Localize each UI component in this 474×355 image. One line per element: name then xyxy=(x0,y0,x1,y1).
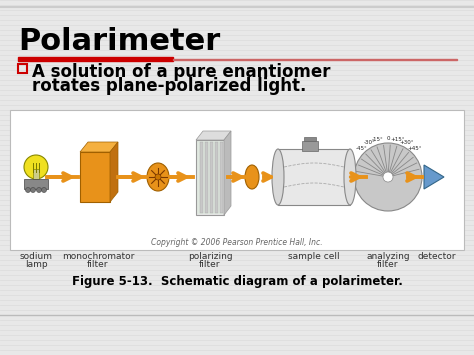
Bar xyxy=(215,142,218,213)
Polygon shape xyxy=(110,142,118,202)
Circle shape xyxy=(155,174,161,180)
Bar xyxy=(302,141,318,151)
Text: -30°: -30° xyxy=(364,140,375,145)
Text: analyzing: analyzing xyxy=(366,252,410,261)
Text: +45°: +45° xyxy=(407,146,422,151)
Text: +15°: +15° xyxy=(391,137,405,142)
Bar xyxy=(24,179,48,189)
Bar xyxy=(80,152,110,202)
Text: Polarimeter: Polarimeter xyxy=(18,27,220,56)
Bar xyxy=(173,59,457,60)
Bar xyxy=(220,142,223,213)
Text: filter: filter xyxy=(87,260,109,269)
Text: rotates plane-polarized light.: rotates plane-polarized light. xyxy=(32,77,306,95)
Bar xyxy=(18,57,173,61)
Text: A solution of a pure enantiomer: A solution of a pure enantiomer xyxy=(32,63,330,81)
Bar xyxy=(200,142,203,213)
Polygon shape xyxy=(424,165,444,189)
Text: monochromator: monochromator xyxy=(62,252,134,261)
Ellipse shape xyxy=(344,149,356,205)
Polygon shape xyxy=(196,131,231,140)
Text: lamp: lamp xyxy=(25,260,47,269)
Text: polarizing: polarizing xyxy=(188,252,232,261)
Text: detector: detector xyxy=(418,252,456,261)
Polygon shape xyxy=(224,131,231,215)
Text: 0: 0 xyxy=(386,136,390,141)
Text: Figure 5-13.  Schematic diagram of a polarimeter.: Figure 5-13. Schematic diagram of a pola… xyxy=(72,275,402,288)
Text: Copyright © 2006 Pearson Prentice Hall, Inc.: Copyright © 2006 Pearson Prentice Hall, … xyxy=(151,238,323,247)
Circle shape xyxy=(24,155,48,179)
Bar xyxy=(18,64,27,73)
Bar xyxy=(210,142,213,213)
Bar xyxy=(205,142,208,213)
Text: sample cell: sample cell xyxy=(288,252,340,261)
Bar xyxy=(278,149,350,205)
Text: -15°: -15° xyxy=(372,137,384,142)
Text: +30°: +30° xyxy=(399,140,413,145)
Bar xyxy=(304,137,316,141)
Bar xyxy=(197,141,223,214)
Circle shape xyxy=(42,187,46,192)
Circle shape xyxy=(354,143,422,211)
Circle shape xyxy=(36,187,42,192)
Text: filter: filter xyxy=(377,260,399,269)
Bar xyxy=(10,110,464,250)
Text: filter: filter xyxy=(199,260,221,269)
Circle shape xyxy=(383,172,393,182)
Bar xyxy=(33,169,39,179)
Polygon shape xyxy=(80,142,118,152)
Text: sodium: sodium xyxy=(19,252,53,261)
Circle shape xyxy=(30,187,36,192)
Ellipse shape xyxy=(147,163,169,191)
Ellipse shape xyxy=(272,149,284,205)
Circle shape xyxy=(26,187,30,192)
Ellipse shape xyxy=(245,165,259,189)
Bar xyxy=(196,140,224,215)
Text: -45°: -45° xyxy=(356,146,367,151)
